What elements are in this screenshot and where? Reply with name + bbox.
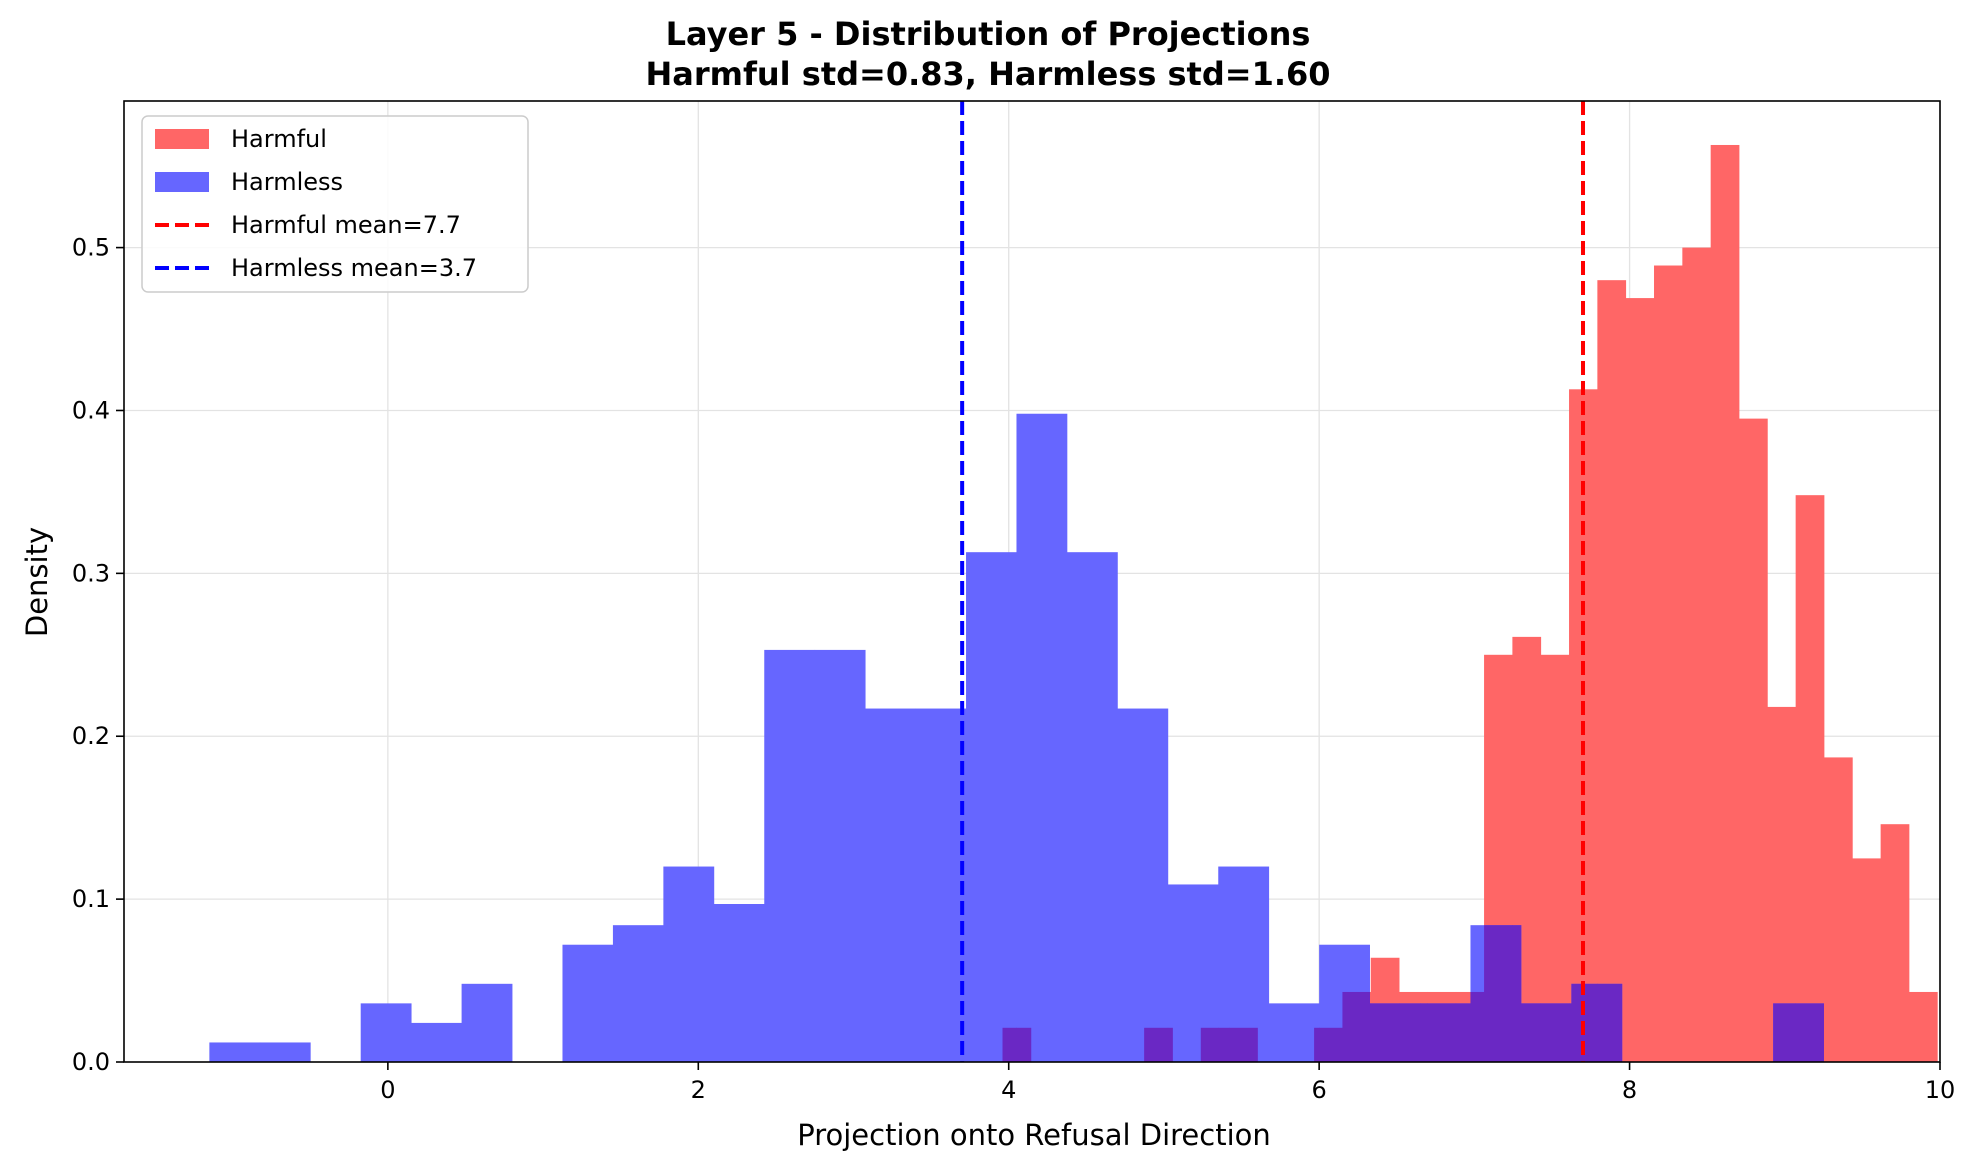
x-tick-label: 10 bbox=[1925, 1076, 1956, 1104]
harmless-bar bbox=[1269, 1003, 1320, 1062]
harmful-bar bbox=[1824, 757, 1853, 1062]
harmful-bar bbox=[1711, 145, 1740, 1062]
harmful-bar bbox=[1597, 280, 1626, 1062]
harmful-bar bbox=[1881, 824, 1910, 1062]
overlap-bar bbox=[1484, 925, 1513, 1062]
x-tick-label: 6 bbox=[1312, 1076, 1327, 1104]
chart-subtitle: Harmful std=0.83, Harmless std=1.60 bbox=[645, 55, 1330, 93]
harmless-bar bbox=[815, 650, 866, 1062]
x-axis-label: Projection onto Refusal Direction bbox=[797, 1118, 1271, 1152]
harmless-bar bbox=[1067, 552, 1118, 1062]
harmful-bar bbox=[1682, 248, 1711, 1062]
y-tick-label: 0.3 bbox=[72, 559, 110, 587]
y-tick-label: 0.1 bbox=[72, 885, 110, 913]
overlap-bar bbox=[1319, 1028, 1343, 1062]
harmless-bar bbox=[764, 650, 815, 1062]
overlap-bar bbox=[1773, 1003, 1796, 1062]
harmless-bar bbox=[209, 1042, 260, 1062]
overlap-bar bbox=[1569, 1003, 1572, 1062]
overlap-bar bbox=[1003, 1028, 1017, 1062]
y-axis-label: Density bbox=[20, 527, 54, 637]
overlap-bar bbox=[1218, 1028, 1229, 1062]
overlap-bar bbox=[1201, 1028, 1219, 1062]
harmless-bar bbox=[663, 867, 714, 1062]
overlap-bar bbox=[1144, 1028, 1168, 1062]
harmful-bar bbox=[1626, 298, 1655, 1062]
overlap-bar bbox=[1314, 1028, 1319, 1062]
harmful-bar bbox=[1541, 655, 1570, 1062]
x-axis-ticks: 0 2 4 6 8 10 bbox=[380, 1062, 1955, 1104]
overlap-bar bbox=[1342, 992, 1370, 1062]
x-tick-label: 2 bbox=[691, 1076, 706, 1104]
overlap-bar bbox=[1521, 1003, 1541, 1062]
overlap-bar bbox=[1512, 925, 1521, 1062]
x-tick-label: 8 bbox=[1622, 1076, 1637, 1104]
harmless-bar bbox=[411, 1023, 462, 1062]
chart-title: Layer 5 - Distribution of Projections bbox=[666, 15, 1311, 53]
y-tick-label: 0.0 bbox=[72, 1048, 110, 1076]
overlap-bar bbox=[1470, 992, 1484, 1062]
harmless-bar bbox=[1117, 709, 1168, 1062]
harmful-bar bbox=[1852, 858, 1881, 1062]
x-tick-label: 0 bbox=[380, 1076, 395, 1104]
legend-label: Harmful bbox=[231, 125, 327, 153]
x-tick-label: 4 bbox=[1001, 1076, 1016, 1104]
harmless-bar bbox=[966, 552, 1017, 1062]
harmless-bar bbox=[714, 904, 765, 1062]
harmless-bar bbox=[613, 925, 664, 1062]
legend-label: Harmless bbox=[231, 168, 343, 196]
y-tick-label: 0.2 bbox=[72, 722, 110, 750]
y-tick-label: 0.5 bbox=[72, 234, 110, 262]
overlap-bar bbox=[1371, 1003, 1400, 1062]
overlap-bar bbox=[1427, 1003, 1456, 1062]
harmful-bar bbox=[1909, 992, 1938, 1062]
harmful-bar bbox=[1796, 495, 1825, 1062]
legend-swatch bbox=[155, 129, 209, 149]
harmless-bar bbox=[916, 709, 967, 1062]
overlap-bar bbox=[1229, 1028, 1258, 1062]
y-tick-label: 0.4 bbox=[72, 396, 110, 424]
harmful-bar bbox=[1739, 419, 1768, 1062]
overlap-bar bbox=[1420, 1003, 1428, 1062]
overlap-bar bbox=[1541, 1003, 1570, 1062]
y-axis-ticks: 0.0 0.1 0.2 0.3 0.4 0.5 bbox=[72, 234, 124, 1076]
harmless-bar bbox=[260, 1042, 311, 1062]
harmless-bar bbox=[361, 1003, 412, 1062]
harmless-bar bbox=[462, 984, 513, 1062]
harmless-bar bbox=[1016, 414, 1067, 1062]
legend-label: Harmless mean=3.7 bbox=[231, 254, 477, 282]
overlap-bar bbox=[1016, 1028, 1031, 1062]
overlap-bar bbox=[1796, 1003, 1824, 1062]
legend: Harmful Harmless Harmful mean=7.7 Harmless … bbox=[142, 116, 528, 292]
legend-label: Harmful mean=7.7 bbox=[231, 211, 461, 239]
legend-swatch bbox=[155, 172, 209, 192]
overlap-bar bbox=[1597, 984, 1622, 1062]
harmless-bar bbox=[865, 709, 916, 1062]
harmful-bar bbox=[1654, 266, 1683, 1062]
overlap-bar bbox=[1399, 1003, 1420, 1062]
overlap-bar bbox=[1168, 1028, 1173, 1062]
overlap-bar bbox=[1456, 1003, 1471, 1062]
harmless-bar bbox=[562, 945, 613, 1062]
